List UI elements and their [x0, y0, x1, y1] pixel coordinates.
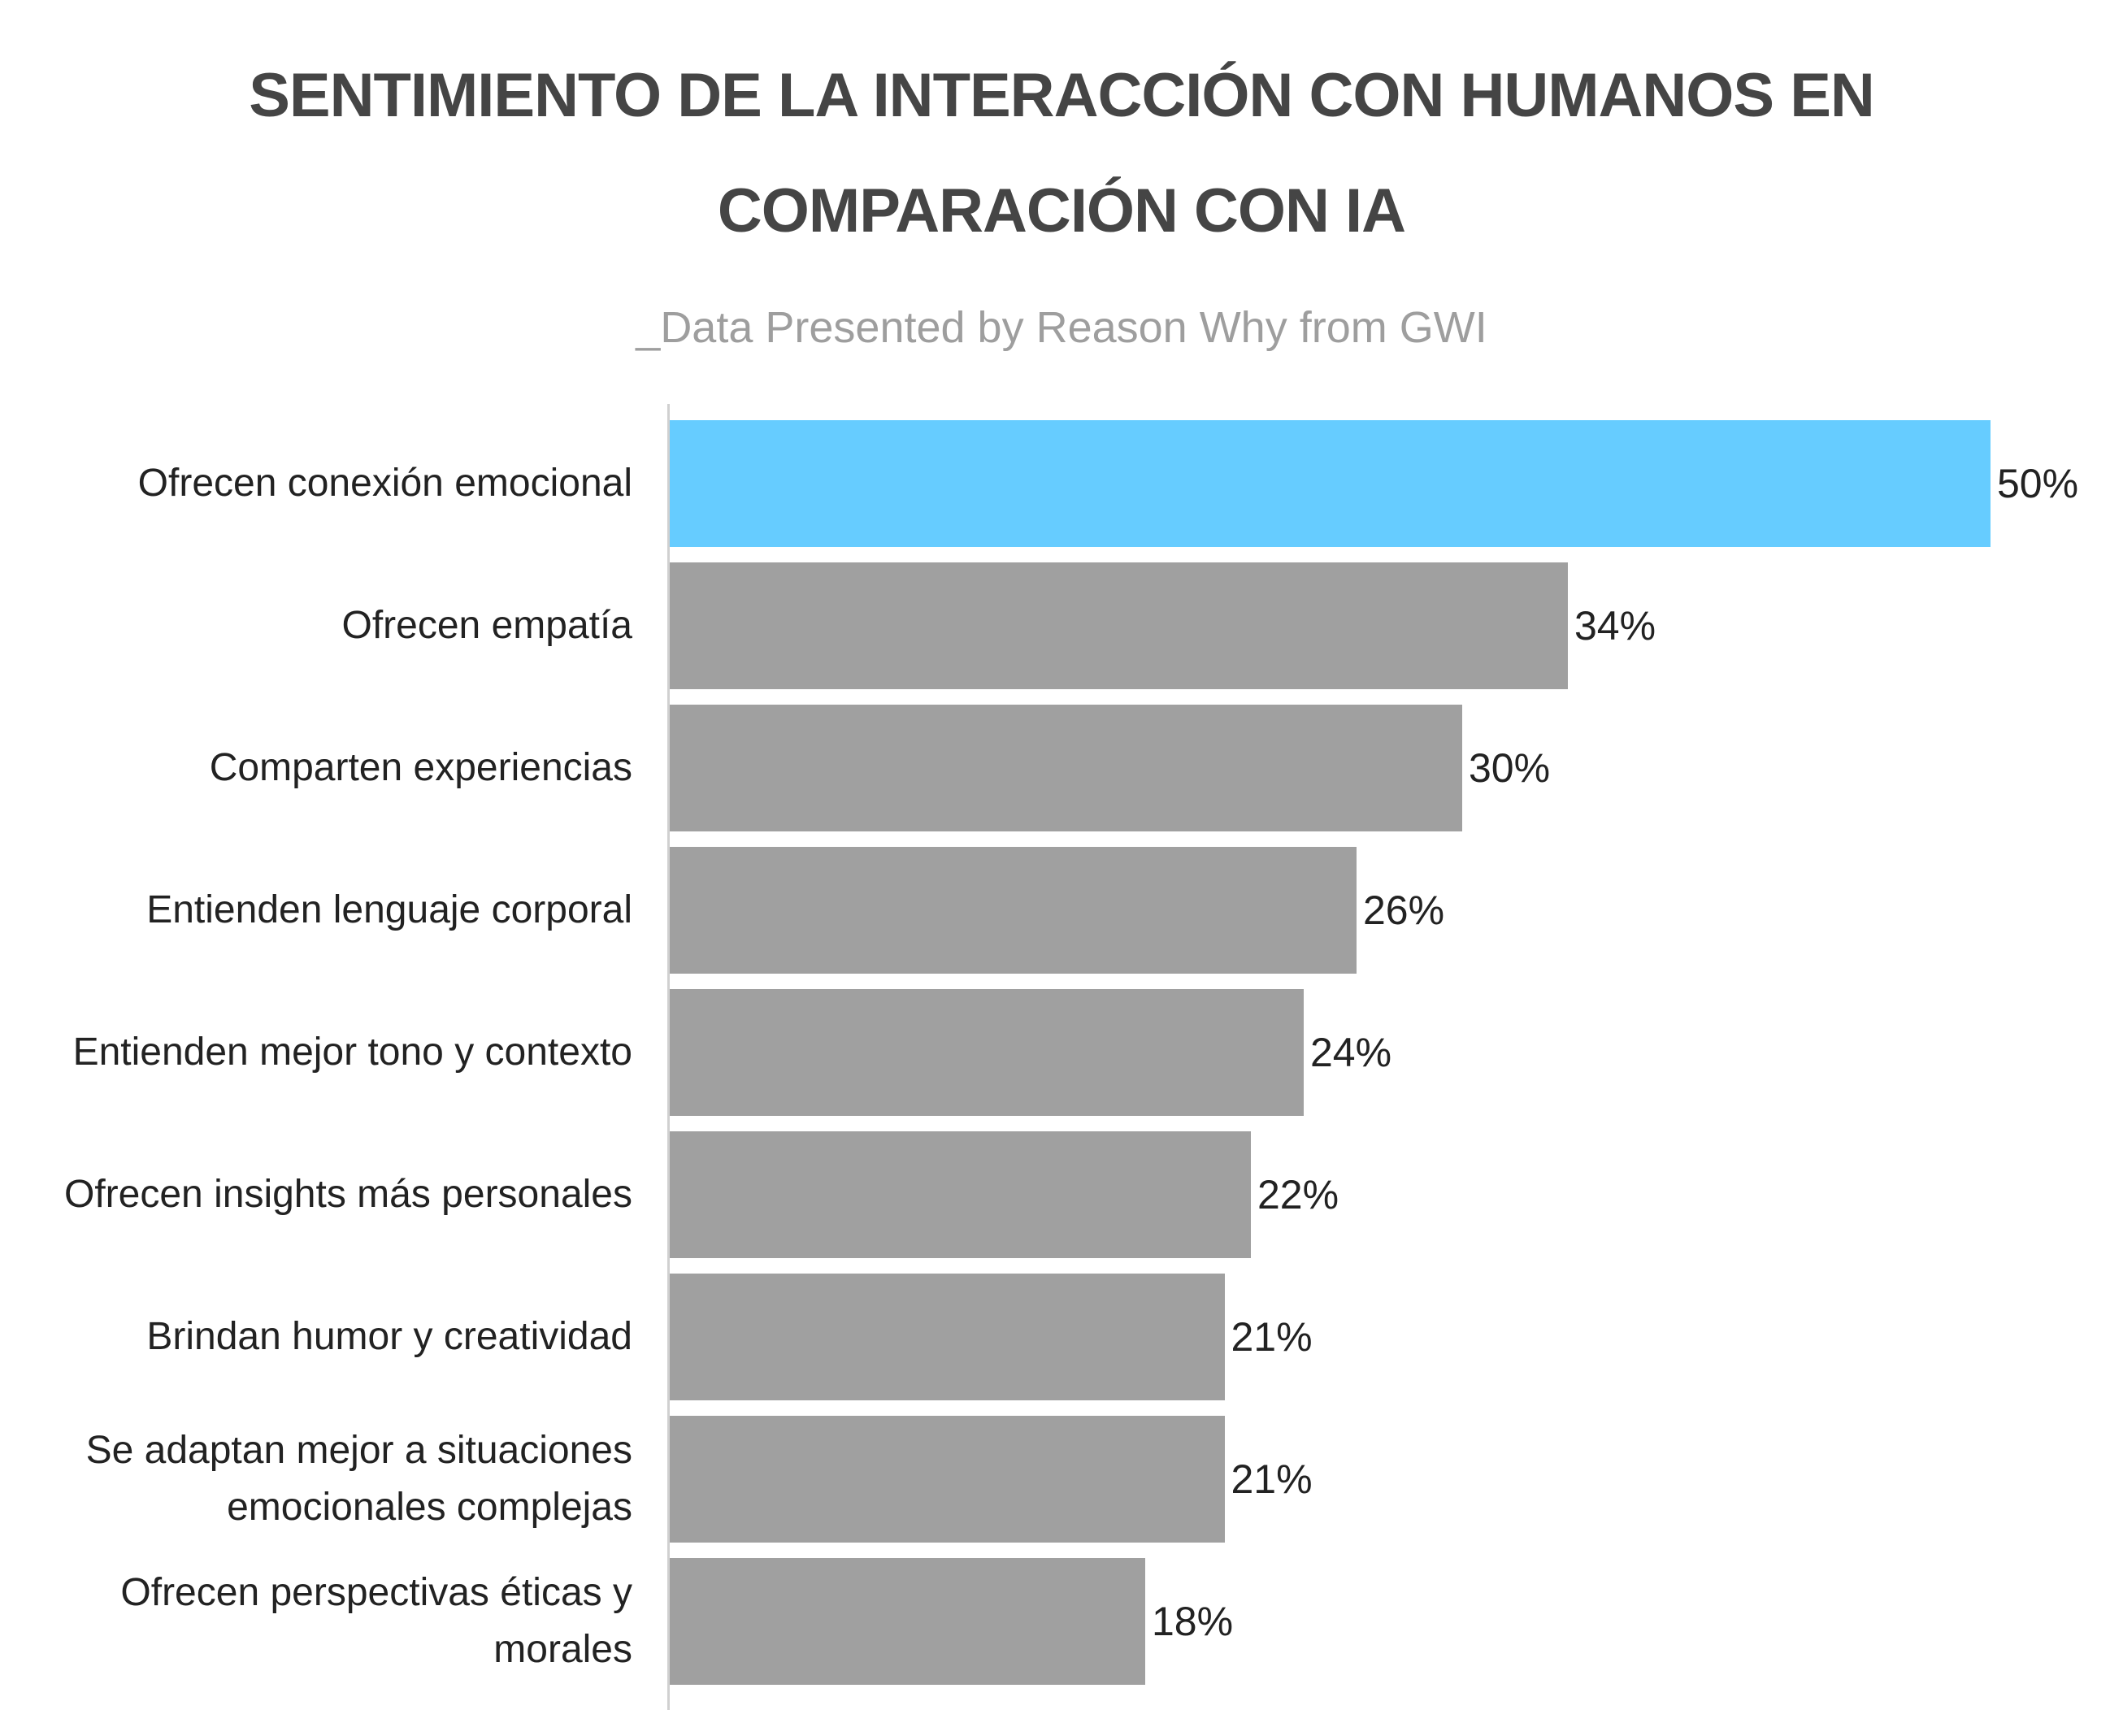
value-label: 34% — [1574, 603, 1656, 649]
value-label: 50% — [1997, 461, 2079, 506]
title-text: COMPARACIÓN CON IA — [717, 176, 1406, 245]
bar — [670, 1416, 1225, 1543]
category-label-line: Se adaptan mejor a situaciones — [85, 1429, 632, 1472]
category-label: Se adaptan mejor a situaciones emocionale… — [0, 1416, 632, 1543]
bar — [670, 847, 1357, 974]
value-label: 18% — [1152, 1599, 1234, 1644]
value-label: 26% — [1363, 888, 1445, 933]
category-label: Ofrecen empatía — [0, 562, 632, 689]
value-label: 22% — [1257, 1172, 1339, 1217]
category-label-line: Ofrecen insights más personales — [64, 1173, 632, 1216]
value-label: 21% — [1231, 1314, 1313, 1360]
chart-subtitle: _Data Presented by Reason Why from GWI — [636, 303, 1487, 352]
title-text: SENTIMIENTO DE LA INTERACCIÓN CON HUMANO… — [249, 61, 1875, 130]
bar — [670, 1274, 1225, 1400]
category-label-line: Entienden lenguaje corporal — [146, 888, 632, 931]
bar — [670, 1131, 1251, 1258]
category-label-line: Ofrecen conexión emocional — [137, 462, 632, 505]
category-label: Entienden mejor tono y contexto — [0, 989, 632, 1116]
bar — [670, 705, 1462, 831]
category-label-line: Ofrecen empatía — [341, 604, 632, 647]
chart-title-line-2: COMPARACIÓN CON IA — [46, 179, 2077, 244]
category-label-line: Brindan humor y creatividad — [146, 1315, 632, 1358]
category-label: Ofrecen conexión emocional — [0, 420, 632, 547]
category-label-line: Ofrecen perspectivas éticas y — [120, 1571, 632, 1614]
category-label-line: Entienden mejor tono y contexto — [72, 1031, 632, 1074]
value-label: 24% — [1310, 1030, 1392, 1075]
category-label: Ofrecen insights más personales — [0, 1131, 632, 1258]
value-label: 30% — [1469, 745, 1551, 791]
category-label-line: morales — [493, 1628, 632, 1671]
value-label: 21% — [1231, 1456, 1313, 1502]
bar — [670, 989, 1304, 1116]
bar — [670, 1558, 1145, 1685]
category-label: Ofrecen perspectivas éticas y morales — [0, 1558, 632, 1685]
bar — [670, 562, 1568, 689]
y-axis-line — [667, 404, 670, 1710]
category-label: Comparten experiencias — [0, 705, 632, 831]
category-label-line: emocionales complejas — [227, 1486, 632, 1529]
category-label: Brindan humor y creatividad — [0, 1274, 632, 1400]
chart-title-line-1: SENTIMIENTO DE LA INTERACCIÓN CON HUMANO… — [46, 63, 2077, 128]
category-label-line: Comparten experiencias — [209, 746, 632, 789]
bar — [670, 420, 1991, 547]
category-label: Entienden lenguaje corporal — [0, 847, 632, 974]
